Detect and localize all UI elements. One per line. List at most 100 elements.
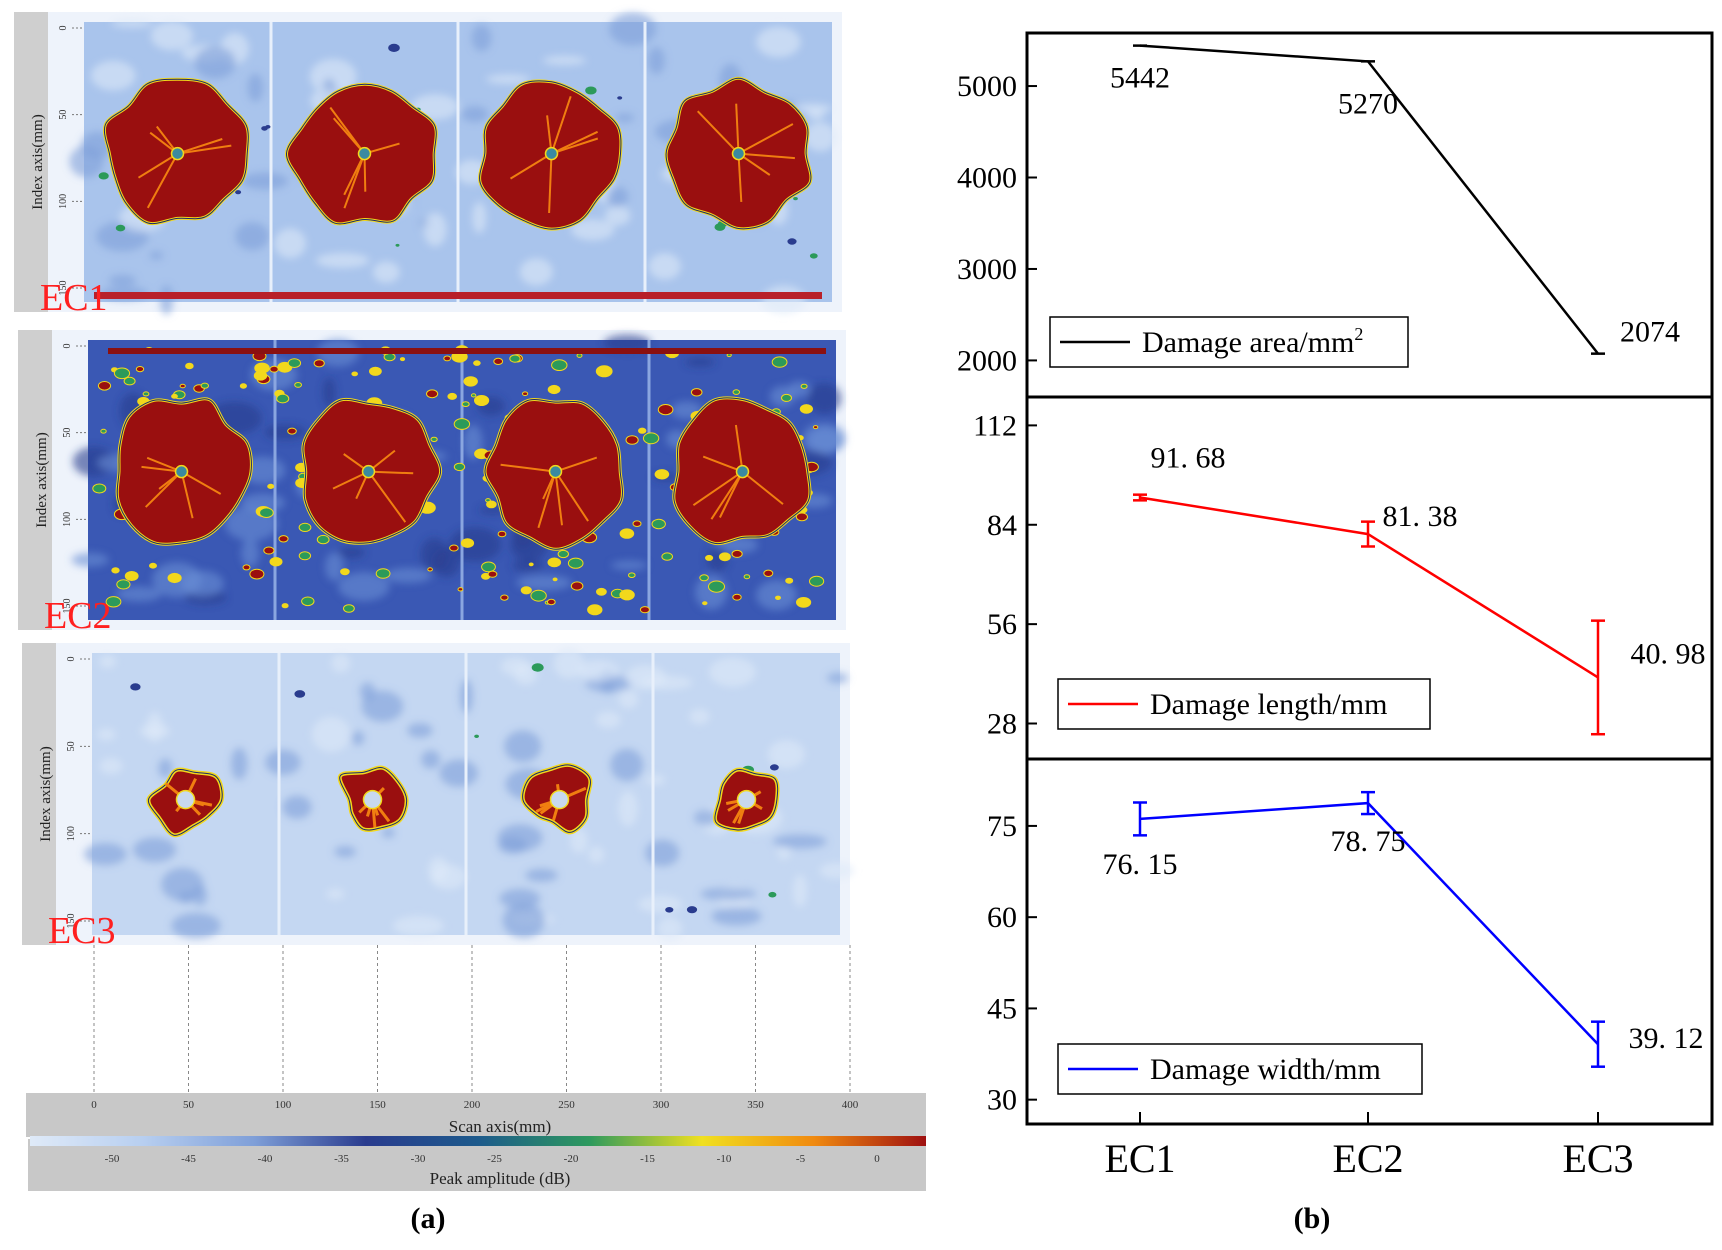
x-axis: EC1 EC2 EC3 <box>1104 1112 1634 1181</box>
panel-b-damage-charts: 2000 3000 4000 5000 5442 5270 2074 Damage area/… <box>957 31 1714 1181</box>
scan-axis-tick: 0 <box>91 1099 97 1111</box>
y-tick-label: 60 <box>987 901 1017 934</box>
index-axis-tick: 50 <box>62 428 73 438</box>
y-tick-label: 56 <box>987 608 1017 641</box>
data-point-ec3: 39. 12 <box>1591 1020 1704 1068</box>
damage-regions <box>146 762 780 838</box>
index-axis-tick: 100 <box>58 194 69 209</box>
scan-axis-tick: 300 <box>653 1099 670 1111</box>
colorbar-tick: -35 <box>334 1153 349 1165</box>
legend: Damage area/mm2 <box>1049 316 1409 368</box>
data-point-ec1: 76. 15 <box>1103 801 1178 881</box>
damage-region <box>712 767 780 833</box>
colorbar-tick: -50 <box>105 1153 120 1165</box>
x-tick-label: EC2 <box>1332 1136 1403 1181</box>
y-tick-label: 84 <box>987 509 1017 542</box>
charts-frame <box>1025 31 1714 1126</box>
damage-region <box>337 765 409 833</box>
scan-axis-strip <box>26 1093 926 1137</box>
index-axis-tick: 100 <box>66 826 77 841</box>
scan-label: EC3 <box>48 910 116 952</box>
legend-label: Damage area/mm2 <box>1142 324 1363 359</box>
legend-superscript: 2 <box>1354 324 1363 344</box>
data-label: 76. 15 <box>1103 848 1178 881</box>
data-label: 81. 38 <box>1383 500 1458 533</box>
chart-damage-length: 28 56 84 112 91. 68 81. 38 40. 98 Damage length… <box>973 409 1705 740</box>
index-axis-tick: 0 <box>66 657 77 662</box>
damage-regions <box>102 76 813 231</box>
legend: Damage width/mm <box>1057 1043 1423 1095</box>
index-axis-strip <box>14 12 48 312</box>
y-tick-label: 3000 <box>957 253 1017 286</box>
x-tick-label: EC3 <box>1562 1136 1633 1181</box>
index-axis-tick: 100 <box>62 512 73 527</box>
colorbar-tick: -5 <box>796 1153 806 1165</box>
y-tick-label: 112 <box>973 409 1017 442</box>
scan-label: EC2 <box>44 595 112 637</box>
index-axis-tick: 0 <box>62 344 73 349</box>
damage-region <box>102 77 250 226</box>
legend-label: Damage length/mm <box>1150 688 1387 721</box>
data-label: 78. 75 <box>1331 825 1406 858</box>
y-tick-label: 75 <box>987 810 1017 843</box>
scan-axis: 0 50 100 150 200 250 300 350 400 Scan axis(mm) <box>26 1093 926 1137</box>
colorbar-tick: -40 <box>258 1153 273 1165</box>
data-point-ec2: 5270 <box>1338 60 1398 120</box>
damage-region <box>483 398 624 551</box>
scan-texture <box>84 648 854 941</box>
index-axis-strip <box>22 643 56 945</box>
index-axis-tick: 50 <box>66 741 77 751</box>
panel-a-caption: (a) <box>411 1202 446 1235</box>
damage-region <box>115 397 253 546</box>
scan-axis-tick: 200 <box>464 1099 481 1111</box>
damage-region <box>285 82 438 226</box>
data-point-ec1: 5442 <box>1110 44 1170 95</box>
scan-axis-tick: 350 <box>747 1099 764 1111</box>
damage-region <box>301 397 443 545</box>
y-tick-label: 30 <box>987 1084 1017 1117</box>
data-label: 5442 <box>1110 62 1170 95</box>
colorbar-tick: -45 <box>181 1153 196 1165</box>
y-tick-label: 45 <box>987 992 1017 1025</box>
damage-region <box>146 767 225 838</box>
chart-damage-area: 2000 3000 4000 5000 5442 5270 2074 Damage area/… <box>957 44 1680 377</box>
index-axis-tick: 50 <box>58 110 69 120</box>
scan-axis-tick: 100 <box>275 1099 292 1111</box>
data-point-ec2: 78. 75 <box>1331 790 1406 858</box>
colorbar-tick: -10 <box>717 1153 732 1165</box>
damage-region <box>664 76 813 231</box>
chart-damage-width: 30 45 60 75 76. 15 78. 75 39. 12 Damage width/m… <box>987 790 1704 1117</box>
data-label: 5270 <box>1338 87 1398 120</box>
colorbar-tick: -20 <box>564 1153 579 1165</box>
damage-regions <box>115 396 812 551</box>
index-axis-label: Index axis(mm) <box>34 432 50 527</box>
data-label: 39. 12 <box>1629 1022 1704 1055</box>
data-point-ec3: 40. 98 <box>1591 619 1706 736</box>
scan-axis-label: Scan axis(mm) <box>449 1117 551 1136</box>
index-axis-label: Index axis(mm) <box>38 746 54 841</box>
colorbar-tick: -25 <box>487 1153 502 1165</box>
legend-label: Damage width/mm <box>1150 1053 1381 1086</box>
scan-bottom-edge <box>94 292 822 299</box>
data-point-ec1: 91. 68 <box>1133 442 1226 502</box>
colorbar-tick: -30 <box>411 1153 426 1165</box>
data-label: 40. 98 <box>1631 637 1706 670</box>
damage-region <box>478 79 623 231</box>
scan-axis-gridlines <box>93 945 851 1095</box>
data-point-ec2: 81. 38 <box>1361 500 1458 548</box>
colorbar-strip <box>28 1139 926 1191</box>
y-tick-label: 5000 <box>957 70 1017 103</box>
colorbar-tick: 0 <box>874 1153 880 1165</box>
scan-axis-tick: 250 <box>558 1099 575 1111</box>
damage-region <box>672 396 812 546</box>
colorbar-gradient <box>30 1136 926 1146</box>
index-axis-tick: 150 <box>58 281 69 296</box>
y-tick-label: 4000 <box>957 162 1017 195</box>
